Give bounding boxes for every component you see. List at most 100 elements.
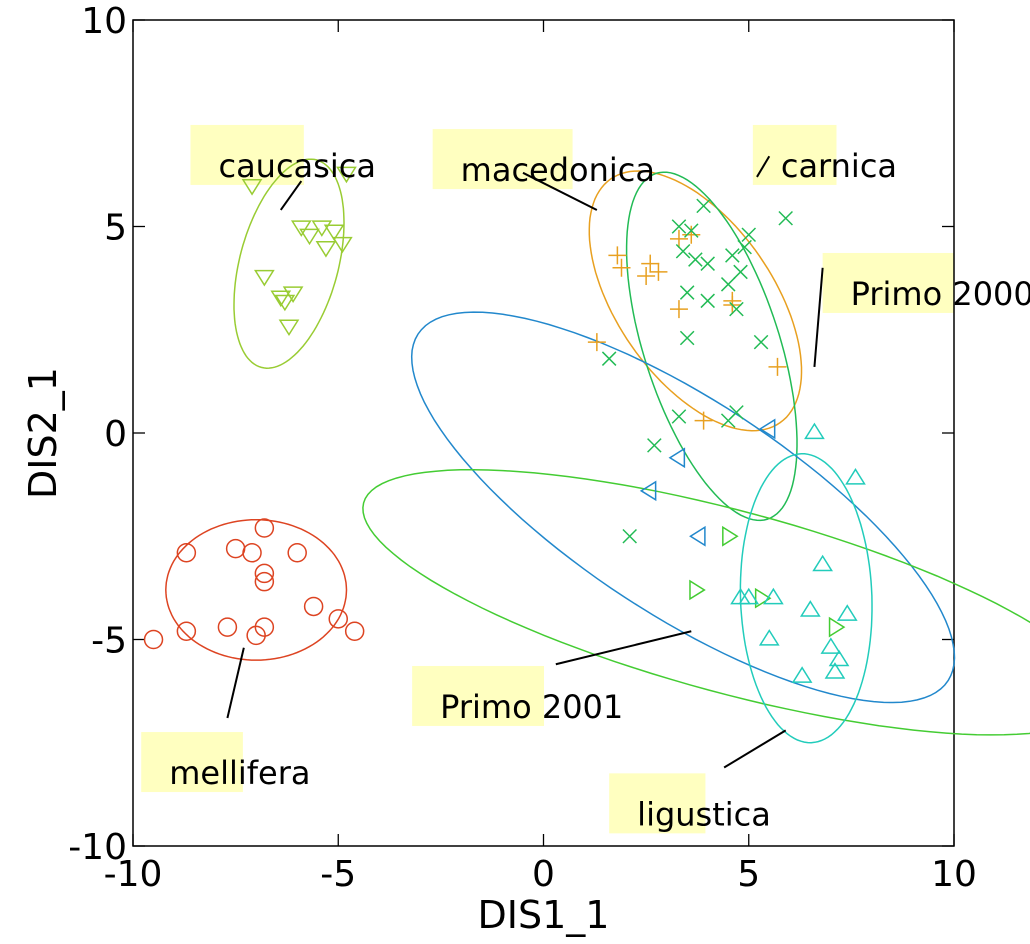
mellifera-point (143, 629, 164, 650)
macedonica-point (641, 254, 660, 273)
macedonica-point (649, 262, 668, 281)
primo-2001-point (828, 616, 846, 638)
mellifera-point (176, 621, 197, 641)
primo-2000-leader-line (813, 267, 824, 368)
ligustica-label: ligustica (637, 795, 771, 833)
carnica-point (679, 285, 695, 300)
caucasica-point (299, 228, 320, 246)
carnica-point (778, 210, 793, 226)
mellifera-point (242, 543, 262, 563)
y-axis-title: DIS2_1 (21, 367, 65, 499)
x-tick-label: 0 (532, 854, 555, 895)
primo-2000-point (758, 418, 776, 440)
x-tick-label: -5 (320, 854, 356, 895)
primo-2001-point (689, 579, 706, 601)
carnica-label: carnica (781, 147, 897, 185)
x-axis-title: DIS1_1 (478, 893, 610, 937)
macedonica-leader-line (522, 171, 598, 211)
caucasica-point (315, 241, 337, 258)
mellifera-leader-line (226, 647, 245, 719)
macedonica-point (682, 225, 701, 244)
primo-2000-label-highlight (822, 252, 955, 313)
carnica-point (688, 252, 703, 267)
ligustica-point (812, 554, 833, 572)
ligustica-point (763, 587, 784, 605)
carnica-point (622, 528, 637, 544)
ligustica-point (824, 662, 846, 679)
primo-2001-point (754, 587, 772, 609)
ligustica-point (836, 604, 858, 621)
ligustica-point (799, 600, 821, 617)
carnica-point (737, 239, 752, 255)
carnica-point (671, 219, 687, 234)
x-tick-label: -10 (104, 854, 163, 895)
ligustica-label-highlight (609, 773, 706, 834)
caucasica-point (282, 286, 304, 303)
y-tick-label: 0 (104, 414, 127, 455)
caucasica-leader-line (279, 180, 303, 211)
carnica-point (700, 293, 715, 309)
mellifera-point (176, 543, 197, 563)
mellifera-point (254, 518, 275, 538)
mellifera-label-highlight (141, 732, 243, 793)
mellifera-point (344, 621, 365, 641)
primo-2000-point (639, 480, 657, 502)
carnica-ellipse (625, 171, 798, 522)
macedonica-label: macedonica (461, 151, 655, 189)
primo-2000-label: Primo 2000 (851, 275, 1030, 313)
confidence-ellipses (165, 158, 1030, 744)
caucasica-point (274, 294, 296, 312)
primo-2001-ellipse (362, 468, 1030, 736)
carnica-point (671, 409, 687, 424)
caucasica-point (336, 166, 357, 184)
macedonica-label-highlight (432, 129, 573, 190)
macedonica-point (669, 229, 688, 248)
macedonica-point (694, 411, 713, 430)
carnica-point (601, 351, 617, 366)
y-tick-label: -10 (68, 827, 127, 868)
carnica-point (725, 248, 740, 263)
mellifera-point (217, 617, 238, 637)
caucasica-point (323, 224, 345, 242)
macedonica-point (612, 258, 631, 277)
primo-2001-label-highlight (412, 665, 545, 726)
mellifera-label: mellifera (169, 754, 310, 792)
ligustica-point (845, 468, 866, 485)
caucasica-point (270, 290, 292, 308)
mellifera-point (254, 571, 275, 592)
y-tick-label: 10 (81, 1, 127, 42)
group-labels: caucasica macedonica carnica Primo 2000 Prim… (169, 147, 1030, 833)
carnica-point (720, 277, 736, 292)
data-points (143, 166, 866, 683)
caucasica-label: caucasica (218, 147, 375, 185)
label-highlights (141, 124, 955, 834)
caucasica-label-highlight (190, 124, 304, 185)
ligustica-point (758, 629, 780, 646)
x-tick-label: 5 (737, 854, 760, 895)
carnica-point (741, 227, 757, 243)
tick-labels: -10 -5 0 5 10 -10 -5 0 5 10 (68, 1, 977, 895)
ligustica-point (738, 587, 760, 605)
ligustica-point (820, 637, 842, 654)
mellifera-point (287, 543, 307, 563)
caucasica-point (254, 269, 275, 287)
primo-2001-leader-line (555, 630, 692, 666)
carnica-point (679, 330, 695, 346)
caucasica-ellipse (233, 158, 345, 369)
carnica-label-highlight (752, 124, 837, 185)
macedonica-point (768, 357, 787, 376)
caucasica-point (332, 236, 353, 254)
ligustica-point (791, 666, 813, 683)
y-tick-label: 5 (104, 208, 127, 249)
mellifera-ellipse (165, 518, 348, 661)
mellifera-point (303, 596, 324, 617)
axis-ticks (132, 19, 955, 847)
mellifera-point (254, 563, 275, 584)
macedonica-ellipse (588, 170, 803, 432)
carnica-leader-line (756, 155, 771, 178)
mellifera-point (246, 625, 266, 646)
primo-2001-label: Primo 2001 (440, 688, 623, 726)
macedonica-point (637, 267, 656, 286)
label-leader-lines (226, 155, 824, 769)
